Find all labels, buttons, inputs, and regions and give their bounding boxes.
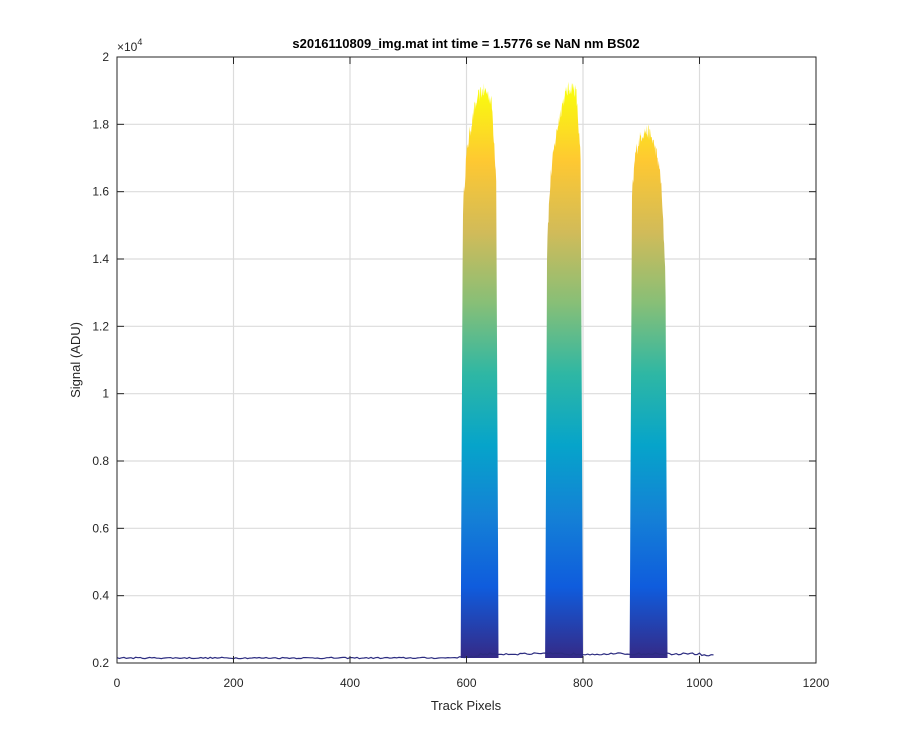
y-exponent-power: 4 [137,37,142,47]
x-tick-label: 1000 [686,676,713,690]
baseline-trace [116,652,714,660]
y-exponent-label: ×104 [117,37,142,54]
signal-peak-1 [460,83,499,659]
y-tick-label: 0.4 [92,589,109,603]
chart-title: s2016110809_img.mat int time = 1.5776 se… [292,36,639,51]
y-tick-label: 1.4 [92,252,109,266]
x-tick-label: 0 [114,676,121,690]
x-tick-label: 600 [456,676,476,690]
y-tick-label: 1.8 [92,117,109,131]
signal-peak-2 [545,81,583,658]
y-axis-ticks: 0.2 0.4 0.6 0.8 1 1.2 1.4 1.6 1.8 2 [92,50,816,670]
y-tick-label: 0.6 [92,521,109,535]
y-tick-label: 0.8 [92,454,109,468]
x-axis-ticks: 0 200 400 600 800 1000 1200 [114,57,830,690]
y-tick-label: 0.2 [92,656,109,670]
y-axis-label: Signal (ADU) [68,322,83,398]
signal-peak-3 [629,124,668,659]
y-tick-label: 2 [102,50,109,64]
y-tick-label: 1.6 [92,185,109,199]
x-tick-label: 200 [223,676,243,690]
y-exponent-base: ×10 [117,40,138,54]
x-tick-label: 400 [340,676,360,690]
signal-peaks [460,81,668,659]
x-tick-label: 800 [573,676,593,690]
y-tick-label: 1.2 [92,319,109,333]
x-tick-label: 1200 [803,676,830,690]
x-axis-label: Track Pixels [431,698,502,713]
y-tick-label: 1 [102,387,109,401]
